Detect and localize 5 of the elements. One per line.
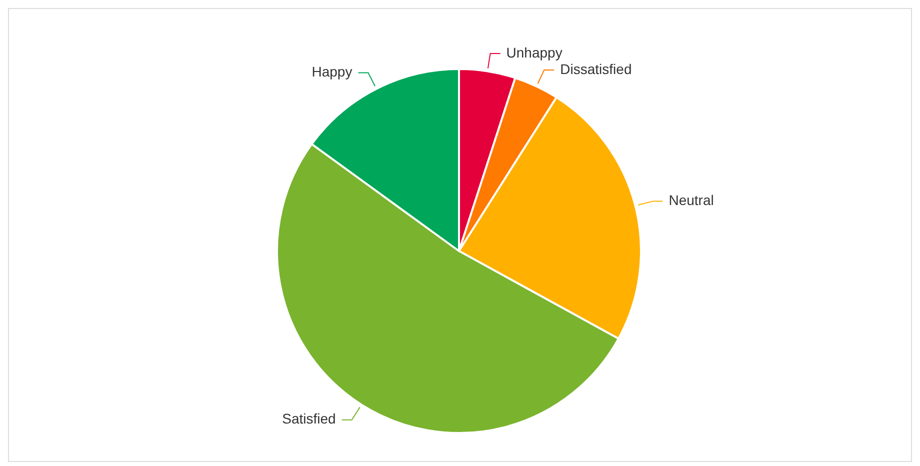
slice-label: Neutral bbox=[668, 192, 714, 208]
slice-label: Satisfied bbox=[282, 410, 336, 427]
slice-label: Unhappy bbox=[506, 44, 562, 60]
slice-label: Happy bbox=[312, 64, 352, 80]
slice-label: Dissatisfied bbox=[560, 60, 632, 77]
